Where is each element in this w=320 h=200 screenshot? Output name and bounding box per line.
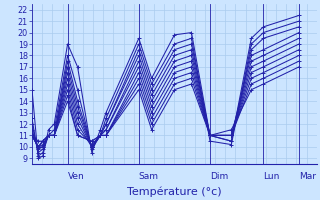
Text: Température (°c): Température (°c): [127, 186, 222, 197]
Text: Mar: Mar: [299, 172, 316, 181]
Text: Ven: Ven: [68, 172, 84, 181]
Text: Sam: Sam: [139, 172, 159, 181]
Text: Dim: Dim: [210, 172, 228, 181]
Text: Lun: Lun: [263, 172, 280, 181]
